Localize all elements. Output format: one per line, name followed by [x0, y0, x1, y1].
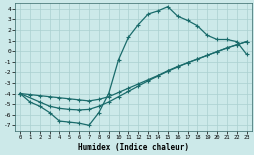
X-axis label: Humidex (Indice chaleur): Humidex (Indice chaleur): [77, 143, 188, 152]
